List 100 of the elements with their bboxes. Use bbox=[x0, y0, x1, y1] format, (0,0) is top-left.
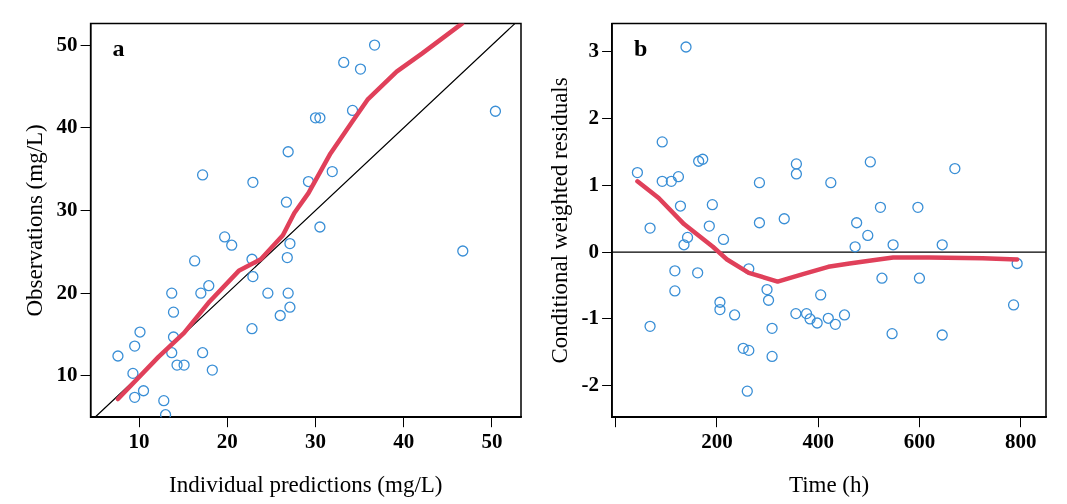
point bbox=[346, 104, 359, 117]
x-tick-label: 20 bbox=[216, 429, 238, 454]
point bbox=[219, 231, 231, 243]
x-axis-title: Time (h) bbox=[788, 472, 870, 498]
point bbox=[741, 385, 753, 397]
point bbox=[800, 307, 813, 320]
x-tick-label: 400 bbox=[802, 429, 834, 454]
point bbox=[203, 280, 215, 292]
point bbox=[949, 162, 961, 175]
point bbox=[790, 168, 803, 180]
point bbox=[196, 169, 209, 181]
point bbox=[762, 294, 775, 306]
y-tick-label: 3 bbox=[588, 38, 600, 63]
point bbox=[129, 391, 141, 404]
point bbox=[284, 237, 296, 250]
point bbox=[714, 303, 726, 316]
point bbox=[717, 233, 730, 246]
point bbox=[134, 326, 146, 338]
point bbox=[849, 241, 861, 253]
point bbox=[166, 347, 178, 359]
point bbox=[913, 272, 926, 284]
point bbox=[282, 287, 294, 299]
point bbox=[825, 176, 837, 189]
point bbox=[196, 347, 209, 359]
point bbox=[874, 201, 887, 214]
point bbox=[247, 176, 259, 189]
point bbox=[314, 112, 326, 124]
point bbox=[743, 344, 755, 357]
point bbox=[656, 175, 668, 187]
point bbox=[838, 309, 851, 321]
point bbox=[737, 342, 749, 355]
point bbox=[644, 222, 656, 234]
point bbox=[678, 239, 690, 251]
point bbox=[457, 245, 469, 257]
point bbox=[246, 323, 258, 335]
point bbox=[178, 359, 190, 371]
y-tick-label: 0 bbox=[588, 238, 600, 263]
point bbox=[129, 340, 141, 352]
y-tick-label: 40 bbox=[56, 114, 78, 139]
y-tick-label: 20 bbox=[56, 279, 78, 304]
point bbox=[644, 320, 656, 332]
y-tick-label: 30 bbox=[56, 196, 78, 221]
point bbox=[314, 221, 326, 233]
point bbox=[137, 385, 150, 397]
point bbox=[766, 350, 778, 363]
y-tick-label: 50 bbox=[56, 31, 78, 56]
point bbox=[790, 307, 802, 320]
y-axis-title: Conditional weighted residuals bbox=[546, 77, 572, 364]
point bbox=[247, 270, 259, 283]
point bbox=[338, 56, 350, 69]
y-tick-label: -1 bbox=[581, 305, 600, 330]
x-tick-label: 40 bbox=[393, 429, 415, 454]
y-tick-label: 2 bbox=[588, 104, 600, 129]
point bbox=[790, 158, 803, 170]
point bbox=[674, 200, 687, 212]
point bbox=[274, 309, 286, 322]
point bbox=[302, 175, 315, 188]
point bbox=[681, 231, 694, 244]
annotation: a bbox=[112, 34, 125, 61]
point bbox=[167, 306, 180, 318]
point bbox=[680, 41, 692, 53]
point bbox=[665, 175, 677, 187]
point bbox=[692, 267, 704, 279]
point bbox=[811, 317, 823, 329]
point bbox=[778, 213, 790, 225]
x-tick-label: 800 bbox=[1004, 429, 1037, 454]
point bbox=[887, 239, 899, 251]
point bbox=[761, 283, 773, 296]
x-tick-label: 10 bbox=[128, 429, 150, 454]
y-tick-label: 10 bbox=[56, 362, 78, 387]
x-axis-title: Individual predictions (mg/L) bbox=[169, 472, 443, 498]
x-tick-label: 50 bbox=[481, 429, 503, 454]
point bbox=[189, 255, 201, 267]
point bbox=[656, 136, 668, 148]
point bbox=[631, 166, 644, 179]
x-tick-label: 600 bbox=[903, 429, 936, 454]
point bbox=[195, 287, 207, 299]
point bbox=[864, 156, 876, 168]
point bbox=[753, 176, 766, 189]
point bbox=[753, 217, 766, 229]
point bbox=[703, 220, 715, 232]
point bbox=[850, 217, 863, 229]
point bbox=[829, 318, 842, 330]
point bbox=[354, 63, 367, 75]
point bbox=[876, 272, 888, 284]
point bbox=[706, 199, 718, 211]
point bbox=[262, 287, 274, 299]
point bbox=[284, 301, 296, 313]
y-tick-label: -2 bbox=[581, 372, 600, 397]
point bbox=[912, 201, 924, 214]
point bbox=[309, 112, 322, 124]
x-tick-label: 30 bbox=[305, 429, 326, 454]
point bbox=[206, 364, 218, 376]
point bbox=[815, 289, 827, 301]
point bbox=[489, 105, 502, 117]
point bbox=[326, 165, 338, 178]
point bbox=[822, 312, 834, 324]
annotation: b bbox=[634, 34, 648, 61]
y-axis-title: Observations (mg/L) bbox=[21, 124, 47, 317]
point bbox=[886, 328, 898, 340]
